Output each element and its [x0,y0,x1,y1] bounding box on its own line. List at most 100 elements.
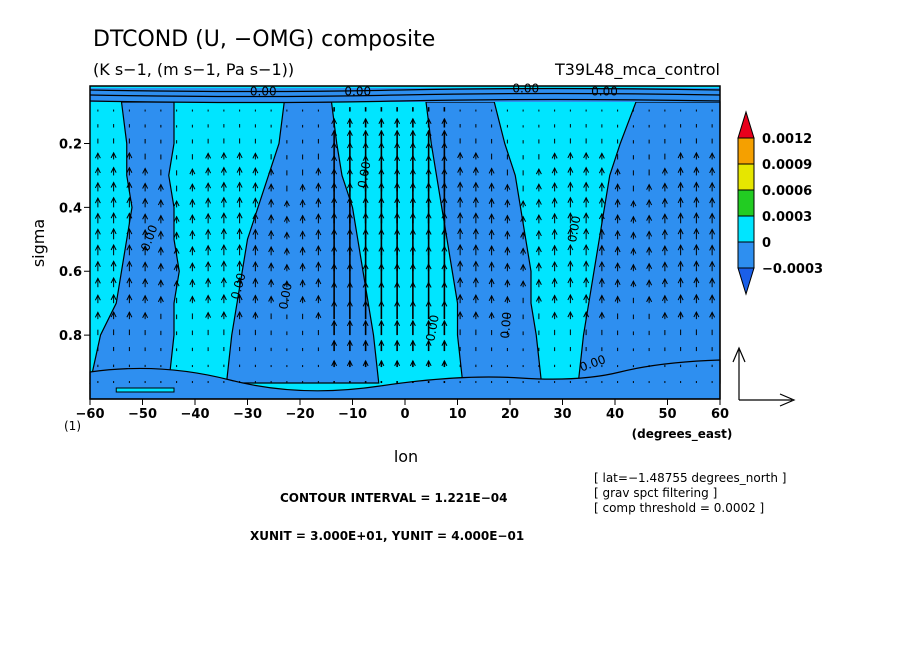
vector-arrowhead [394,129,401,136]
x-tick-label: 40 [606,407,624,422]
vector-arrowhead [457,212,464,219]
vector-arrowhead [551,277,558,284]
vector-arrowhead [268,245,275,253]
vector-arrowhead [331,339,338,346]
vector-arrowhead [331,117,338,125]
vector-arrowhead [236,227,243,235]
vector-arrowhead [236,181,243,188]
x-tick-label: 50 [658,407,676,422]
contour-label: 0.00 [423,314,441,343]
vector-arrowhead [268,214,275,221]
vector-arrowhead [378,359,385,367]
vector-arrowhead [346,319,353,327]
vector-arrowhead [331,141,338,149]
vector-arrowhead [409,212,416,219]
vector-arrowhead [283,280,290,287]
vector-arrowhead [472,166,479,173]
vector-arrowhead [441,117,448,125]
vector-arrowhead [220,243,227,251]
vector-arrowhead [220,310,227,318]
vector-arrowhead [362,359,369,367]
vector-arrowhead [425,263,432,270]
vector-arrowhead [661,182,668,189]
vector-arrowhead [409,281,416,288]
colorbar-label: −0.0003 [762,262,823,277]
vector-arrowhead [157,279,164,286]
vector-arrowhead [646,279,653,286]
vector-arrowhead [441,339,448,346]
vector-arrowhead [488,311,495,319]
vector-arrowhead [520,247,527,254]
vector-arrowhead [425,168,432,175]
vector-arrowhead [394,212,401,219]
vector-arrowhead [409,245,416,252]
vector-arrowhead [142,277,149,285]
vector-arrowhead [157,214,164,221]
vector-arrowhead [630,231,637,238]
vector-arrowhead [661,261,668,268]
vector-arrowhead [441,281,448,288]
vector-arrowhead [378,212,385,219]
vector-arrowhead [661,228,668,236]
vector-arrowhead [693,227,700,235]
vector-arrowhead [677,260,684,267]
vector-arrowhead [677,244,684,251]
vector-arrowhead [378,300,385,307]
vector-arrowhead [142,182,149,189]
vector-arrowhead [551,244,558,251]
vector-arrowhead [709,311,716,318]
vector-arrowhead [331,300,338,307]
vector-arrowhead [331,319,338,327]
vector-arrowhead [362,182,369,189]
panel-index: (1) [64,419,81,433]
vector-arrowhead [299,198,306,206]
vector-arrowhead [362,129,369,136]
vector-arrowhead [567,243,574,251]
vector-arrowhead [220,293,227,301]
vector-arrowhead [268,295,275,302]
vector-arrowhead [189,262,196,269]
vector-arrowhead [457,181,464,188]
vector-arrowhead [346,281,353,288]
vector-arrowhead [252,228,259,235]
vector-arrowhead [646,198,653,206]
vector-arrowhead [315,228,322,236]
vector-arrowhead [661,277,668,285]
vector-arrowhead [457,243,464,251]
vector-arrowhead [236,166,243,173]
vector-arrowhead [362,196,369,204]
vector-arrowhead [378,154,385,162]
vector-arrowhead [142,294,149,302]
vector-arrowhead [315,197,322,204]
vector-arrowhead [252,152,259,159]
vector-arrowhead [583,293,590,301]
vector-arrowhead [283,263,290,271]
vector-arrowhead [488,228,495,236]
vector-arrowhead [598,244,605,251]
vector-arrowhead [457,293,464,301]
vector-arrowhead [425,339,432,346]
vector-arrowhead [441,141,448,149]
vector-arrowhead [472,277,479,284]
colorbar-segment [737,189,755,217]
vector-arrowhead [362,263,369,270]
x-tick-label: −50 [128,407,157,422]
vector-arrowhead [346,245,353,252]
vector-arrowhead [205,311,212,318]
y-tick-label: 0.8 [59,329,82,344]
vector-arrowhead [268,262,275,269]
vector-arrowhead [205,167,212,174]
vector-arrowhead [598,228,605,235]
top-strip [89,87,721,104]
vector-arrowhead [157,246,164,253]
vector-arrowhead [567,227,574,235]
colorbar-label: 0.0006 [762,184,812,199]
vector-arrowhead [535,295,542,302]
vector-arrowhead [709,260,716,268]
vector-arrowhead [472,181,479,188]
vector-arrowhead [110,243,117,251]
x-tick-label: −60 [76,407,105,422]
vector-arrowhead [441,263,448,270]
vector-arrowhead [173,280,180,287]
vector-arrowhead [409,300,416,307]
